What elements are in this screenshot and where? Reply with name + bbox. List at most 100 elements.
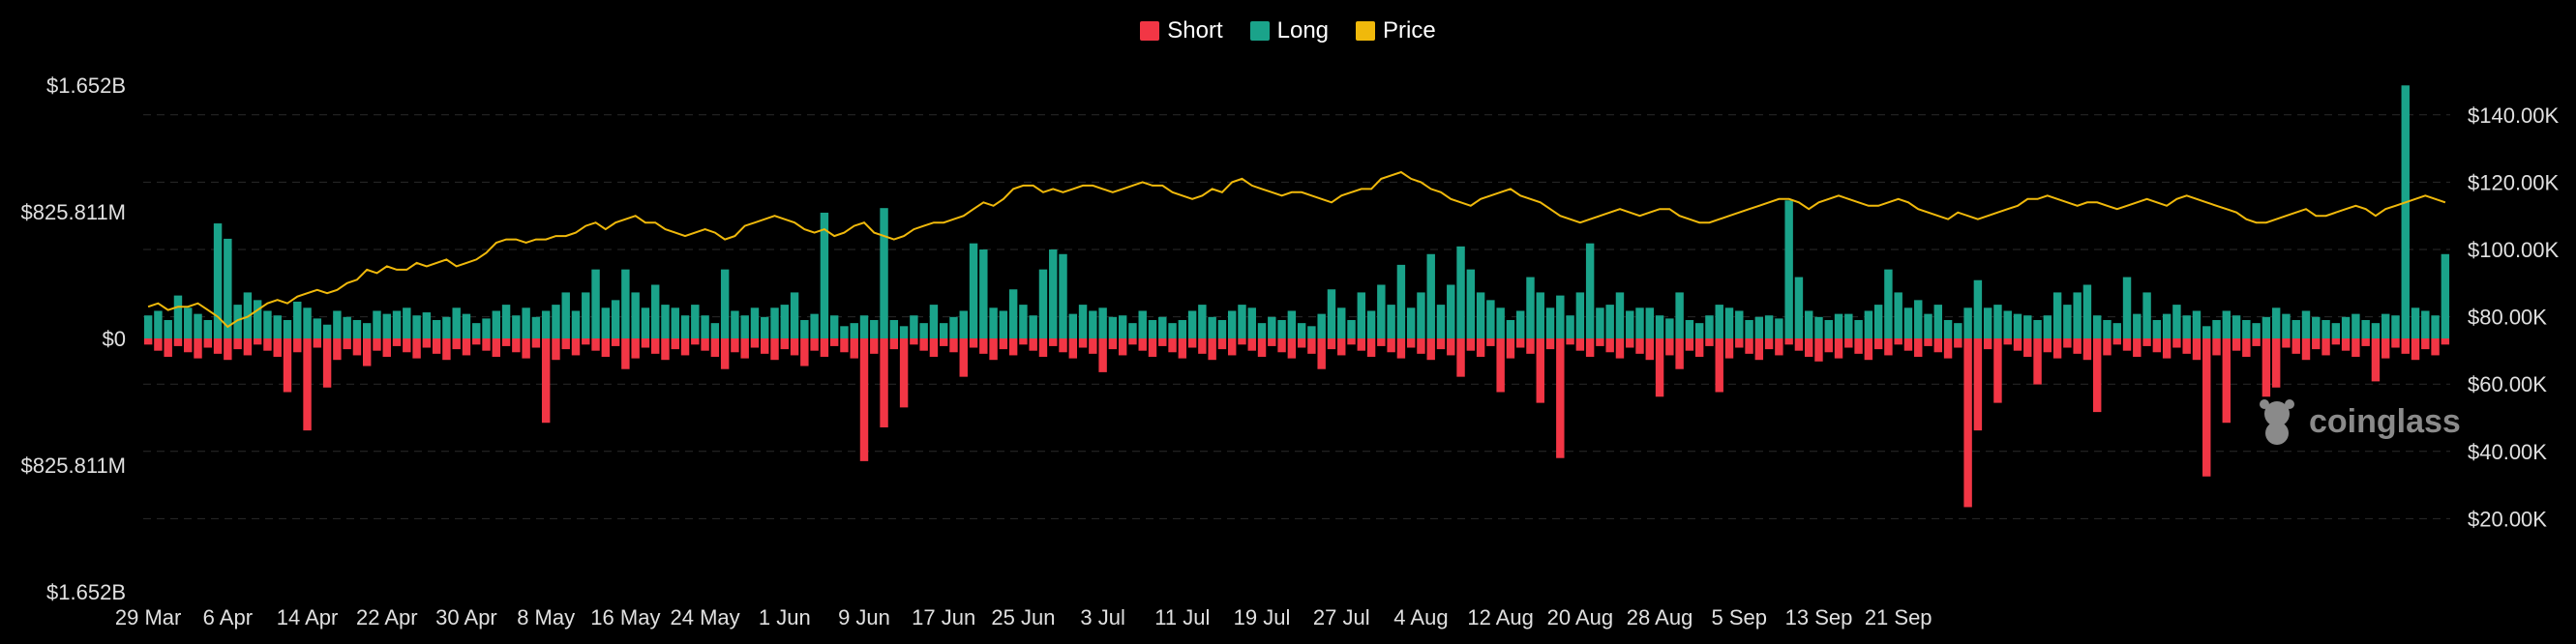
short-bar bbox=[1655, 338, 1664, 397]
short-bar bbox=[472, 338, 481, 345]
long-bar bbox=[979, 249, 988, 338]
short-bar bbox=[889, 338, 899, 350]
long-bar bbox=[1417, 292, 1425, 338]
short-bar bbox=[154, 338, 163, 351]
long-bar bbox=[761, 316, 769, 338]
long-bar bbox=[273, 315, 282, 338]
short-bar bbox=[173, 338, 183, 346]
long-bar bbox=[2122, 277, 2132, 338]
long-bar bbox=[2321, 319, 2330, 338]
long-bar bbox=[1506, 319, 1515, 338]
coinglass-watermark: coinglass bbox=[2255, 396, 2461, 447]
long-bar bbox=[840, 326, 849, 338]
short-bar bbox=[2063, 338, 2072, 348]
long-bar bbox=[1605, 305, 1614, 338]
short-bar bbox=[641, 338, 650, 348]
long-bar bbox=[780, 305, 790, 338]
short-bar bbox=[1187, 338, 1197, 348]
long-bar bbox=[1426, 253, 1435, 338]
long-bar bbox=[1943, 319, 1953, 338]
short-bar bbox=[1337, 338, 1346, 356]
long-bar bbox=[1238, 305, 1246, 338]
short-bar bbox=[2371, 338, 2381, 382]
long-bar bbox=[522, 307, 530, 338]
long-bar bbox=[1118, 315, 1127, 338]
short-bar bbox=[1794, 338, 1804, 351]
short-bar bbox=[1903, 338, 1913, 351]
long-bar bbox=[1098, 307, 1107, 338]
short-bar bbox=[1068, 338, 1078, 359]
short-bar bbox=[800, 338, 809, 366]
short-bar bbox=[1626, 338, 1634, 348]
short-bar bbox=[432, 338, 441, 354]
short-bar bbox=[1536, 338, 1544, 403]
short-bar bbox=[412, 338, 421, 359]
long-bar bbox=[1436, 305, 1446, 338]
long-bar bbox=[1556, 295, 1565, 338]
long-bar bbox=[2192, 310, 2202, 338]
long-bar bbox=[1963, 307, 1972, 338]
short-bar bbox=[999, 338, 1008, 350]
short-bar bbox=[1019, 338, 1028, 345]
long-bar bbox=[929, 305, 939, 338]
long-bar bbox=[1745, 319, 1753, 338]
short-bar bbox=[373, 338, 381, 351]
long-bar bbox=[541, 310, 551, 338]
long-bar bbox=[2351, 313, 2360, 338]
short-bar bbox=[1596, 338, 1604, 346]
x-axis-tick-label: 14 Apr bbox=[277, 605, 339, 629]
short-bar bbox=[1924, 338, 1932, 346]
short-bar bbox=[1615, 338, 1625, 359]
short-bar bbox=[1357, 338, 1366, 351]
long-bar bbox=[2431, 315, 2440, 338]
legend-item-price[interactable]: Price bbox=[1356, 17, 1436, 44]
short-bar bbox=[2351, 338, 2360, 358]
short-bar bbox=[143, 338, 153, 345]
right-axis-tick-label: $140.00K bbox=[2468, 103, 2560, 128]
short-bar bbox=[1476, 338, 1485, 358]
long-bar bbox=[800, 319, 809, 338]
legend-item-long[interactable]: Long bbox=[1249, 17, 1329, 44]
short-bar bbox=[273, 338, 282, 358]
short-bar bbox=[253, 338, 262, 345]
short-bar bbox=[790, 338, 799, 356]
long-bar bbox=[631, 292, 640, 338]
long-bar bbox=[2103, 319, 2112, 338]
short-bar bbox=[1008, 338, 1018, 356]
long-bar bbox=[1804, 310, 1813, 338]
long-bar bbox=[1038, 269, 1048, 338]
short-bar bbox=[2381, 338, 2390, 359]
short-bar bbox=[1247, 338, 1256, 351]
x-axis-tick-label: 13 Sep bbox=[1785, 605, 1853, 629]
long-bar bbox=[462, 313, 471, 338]
short-bar bbox=[462, 338, 471, 356]
long-bar bbox=[1626, 310, 1634, 338]
short-bar bbox=[582, 338, 590, 345]
short-bar bbox=[343, 338, 351, 350]
left-axis-tick-label: $0 bbox=[103, 327, 126, 351]
x-axis-tick-label: 6 Apr bbox=[203, 605, 253, 629]
long-bar bbox=[2112, 323, 2121, 338]
long-bar bbox=[283, 319, 292, 338]
short-bar bbox=[2441, 338, 2450, 345]
long-bar bbox=[790, 292, 799, 338]
long-bar bbox=[293, 301, 302, 338]
long-bar bbox=[2013, 313, 2022, 338]
long-bar bbox=[1357, 292, 1366, 338]
short-bar bbox=[1884, 338, 1893, 356]
long-bar bbox=[969, 243, 978, 338]
long-bar bbox=[582, 292, 590, 338]
long-bar bbox=[1914, 300, 1923, 338]
long-bar bbox=[1665, 318, 1674, 338]
short-bar bbox=[1417, 338, 1425, 354]
legend-item-short[interactable]: Short bbox=[1140, 17, 1223, 44]
short-bar bbox=[482, 338, 491, 351]
short-bar bbox=[1049, 338, 1058, 346]
long-bar bbox=[2082, 284, 2092, 338]
long-bar bbox=[999, 310, 1008, 338]
short-bar bbox=[333, 338, 342, 361]
short-bar bbox=[2182, 338, 2191, 354]
long-bar bbox=[1575, 292, 1585, 338]
short-bar bbox=[522, 338, 530, 359]
